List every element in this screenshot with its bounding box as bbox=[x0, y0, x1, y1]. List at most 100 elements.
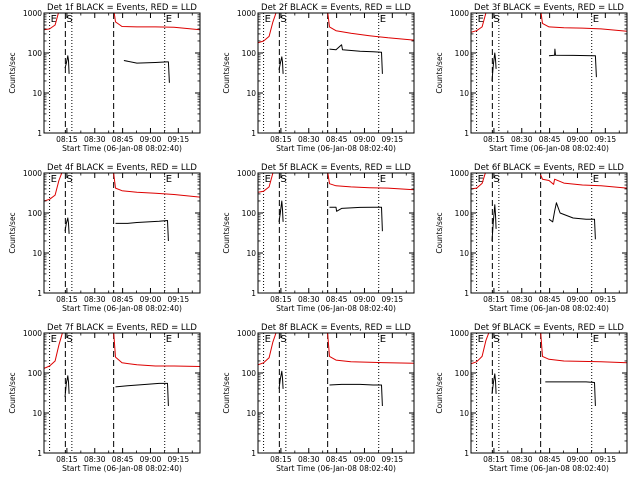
events-line-seg-2 bbox=[123, 60, 170, 83]
x-axis-label: Start Time (06-Jan-08 08:02:40) bbox=[276, 304, 396, 313]
x-axis-label: Start Time (06-Jan-08 08:02:40) bbox=[62, 144, 182, 153]
marker-label-1: E bbox=[478, 14, 484, 25]
y-tick-label: 1000 bbox=[450, 9, 469, 18]
marker-label-2: S bbox=[280, 174, 286, 185]
x-tick-label: 09:15 bbox=[168, 455, 190, 464]
y-tick-label: 1 bbox=[37, 129, 42, 138]
x-tick-label: 09:15 bbox=[168, 135, 190, 144]
x-tick-label: 09:15 bbox=[168, 295, 190, 304]
marker-label-1: E bbox=[51, 14, 57, 25]
y-tick-label: 100 bbox=[28, 209, 43, 218]
lld-line-seg-1 bbox=[471, 333, 490, 365]
x-tick-label: 08:45 bbox=[326, 455, 348, 464]
marker-label-1: E bbox=[265, 334, 271, 345]
x-tick-label: 08:30 bbox=[511, 135, 533, 144]
x-tick-label: 08:30 bbox=[511, 295, 533, 304]
plot-frame bbox=[470, 172, 628, 294]
series-group bbox=[258, 173, 414, 232]
events-line-seg-2 bbox=[329, 44, 383, 74]
marker-label-2: S bbox=[66, 334, 72, 345]
marker-label-5: E bbox=[166, 334, 172, 345]
marker-label-2: S bbox=[280, 14, 286, 25]
events-line-seg-1 bbox=[491, 204, 497, 242]
plot-frame bbox=[257, 172, 415, 294]
x-tick-label: 09:15 bbox=[382, 295, 404, 304]
plot-frame bbox=[470, 332, 628, 454]
y-tick-label: 1000 bbox=[23, 329, 42, 338]
events-line-seg-2 bbox=[329, 206, 383, 232]
x-tick-label: 08:45 bbox=[112, 135, 134, 144]
lld-line-seg-2 bbox=[327, 173, 414, 191]
y-tick-label: 1000 bbox=[237, 169, 256, 178]
plot-frame bbox=[470, 12, 628, 134]
lld-line-seg-2 bbox=[540, 13, 627, 32]
marker-label-1: E bbox=[265, 14, 271, 25]
y-tick-label: 1 bbox=[464, 129, 469, 138]
x-axis-label: Start Time (06-Jan-08 08:02:40) bbox=[276, 144, 396, 153]
y-axis-label: Counts/sec bbox=[435, 372, 444, 413]
events-line-seg-1 bbox=[64, 217, 70, 234]
marker-label-2: S bbox=[280, 334, 286, 345]
plot-frame bbox=[43, 12, 201, 134]
events-line-seg-1 bbox=[278, 370, 284, 389]
y-tick-label: 100 bbox=[455, 209, 470, 218]
panel-title: Det 9f BLACK = Events, RED = LLD bbox=[474, 323, 624, 333]
events-line-seg-2 bbox=[545, 381, 596, 407]
y-tick-label: 1 bbox=[464, 449, 469, 458]
x-tick-label: 08:30 bbox=[84, 295, 106, 304]
events-line-seg-1 bbox=[278, 56, 284, 74]
x-tick-label: 08:45 bbox=[539, 135, 561, 144]
series-group bbox=[471, 333, 627, 407]
marker-label-1: E bbox=[478, 334, 484, 345]
y-axis-label: Counts/sec bbox=[8, 372, 17, 413]
lld-line-seg-1 bbox=[44, 333, 63, 369]
x-tick-label: 09:00 bbox=[140, 455, 162, 464]
plot-frame bbox=[257, 332, 415, 454]
y-tick-label: 10 bbox=[32, 249, 42, 258]
y-tick-label: 10 bbox=[32, 409, 42, 418]
x-tick-label: 09:00 bbox=[567, 455, 589, 464]
marker-label-2: S bbox=[66, 14, 72, 25]
marker-label-1: E bbox=[51, 334, 57, 345]
events-line-seg-1 bbox=[64, 375, 70, 398]
y-tick-label: 1 bbox=[251, 129, 256, 138]
y-axis-label: Counts/sec bbox=[222, 372, 231, 413]
lld-line-seg-1 bbox=[471, 173, 486, 190]
plot-frame bbox=[43, 172, 201, 294]
marker-label-5: E bbox=[380, 14, 386, 25]
lld-line-seg-2 bbox=[327, 13, 414, 41]
lld-line-seg-1 bbox=[258, 13, 277, 44]
panel-title: Det 4f BLACK = Events, RED = LLD bbox=[47, 163, 197, 173]
panel-title: Det 8f BLACK = Events, RED = LLD bbox=[261, 323, 411, 333]
series-group bbox=[258, 13, 414, 74]
series-group bbox=[44, 333, 200, 407]
y-tick-label: 100 bbox=[455, 369, 470, 378]
y-axis-label: Counts/sec bbox=[435, 212, 444, 253]
x-tick-label: 09:15 bbox=[382, 455, 404, 464]
x-tick-label: 08:30 bbox=[84, 135, 106, 144]
y-axis-label: Counts/sec bbox=[8, 212, 17, 253]
marker-label-2: S bbox=[493, 14, 499, 25]
marker-label-5: E bbox=[380, 174, 386, 185]
x-axis-label: Start Time (06-Jan-08 08:02:40) bbox=[489, 464, 609, 473]
x-tick-label: 08:45 bbox=[112, 295, 134, 304]
series-group bbox=[471, 173, 627, 242]
x-axis-label: Start Time (06-Jan-08 08:02:40) bbox=[62, 464, 182, 473]
x-tick-label: 08:15 bbox=[270, 295, 292, 304]
y-tick-label: 10 bbox=[459, 249, 469, 258]
y-tick-label: 1 bbox=[251, 449, 256, 458]
x-axis-label: Start Time (06-Jan-08 08:02:40) bbox=[276, 464, 396, 473]
lld-line-seg-1 bbox=[258, 173, 274, 193]
y-tick-label: 10 bbox=[32, 89, 42, 98]
y-tick-label: 10 bbox=[459, 409, 469, 418]
x-axis-label: Start Time (06-Jan-08 08:02:40) bbox=[489, 304, 609, 313]
lld-line-seg-1 bbox=[258, 333, 277, 366]
series-group bbox=[258, 333, 414, 407]
lld-line-seg-2 bbox=[113, 333, 200, 367]
x-tick-label: 08:15 bbox=[483, 295, 505, 304]
x-tick-label: 08:15 bbox=[270, 135, 292, 144]
